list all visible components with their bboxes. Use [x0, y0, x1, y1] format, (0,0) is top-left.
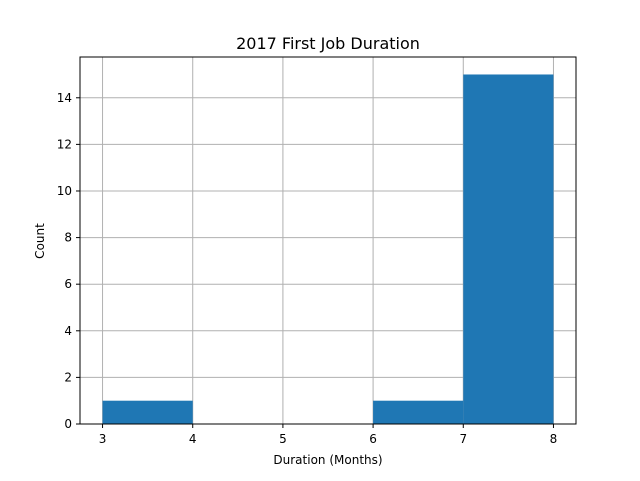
y-tick-label: 12: [57, 137, 72, 151]
histogram-bar: [463, 74, 554, 424]
histogram-bar: [373, 400, 464, 424]
bars-layer: [102, 74, 554, 424]
y-tick-label: 6: [64, 277, 72, 291]
plot-frame: [79, 56, 577, 425]
y-tick-label: 14: [57, 91, 72, 105]
histogram-bar: [102, 400, 193, 424]
y-tick-label: 8: [64, 231, 72, 245]
y-tick-label: 10: [57, 184, 72, 198]
chart-title: 2017 First Job Duration: [236, 34, 420, 53]
y-axis-ticks: 0 2 4 6 8 10 12 14: [57, 91, 80, 431]
y-tick-label: 0: [64, 417, 72, 431]
x-tick-label: 8: [550, 432, 558, 446]
x-axis-label: Duration (Months): [273, 453, 382, 467]
x-tick-label: 5: [279, 432, 287, 446]
y-tick-label: 2: [64, 370, 72, 384]
x-tick-label: 7: [459, 432, 467, 446]
y-tick-label: 4: [64, 324, 72, 338]
x-tick-label: 6: [369, 432, 377, 446]
x-tick-label: 4: [189, 432, 197, 446]
x-tick-label: 3: [99, 432, 107, 446]
x-axis-ticks: 3 4 5 6 7 8: [99, 424, 558, 446]
y-axis-label: Count: [33, 223, 47, 259]
